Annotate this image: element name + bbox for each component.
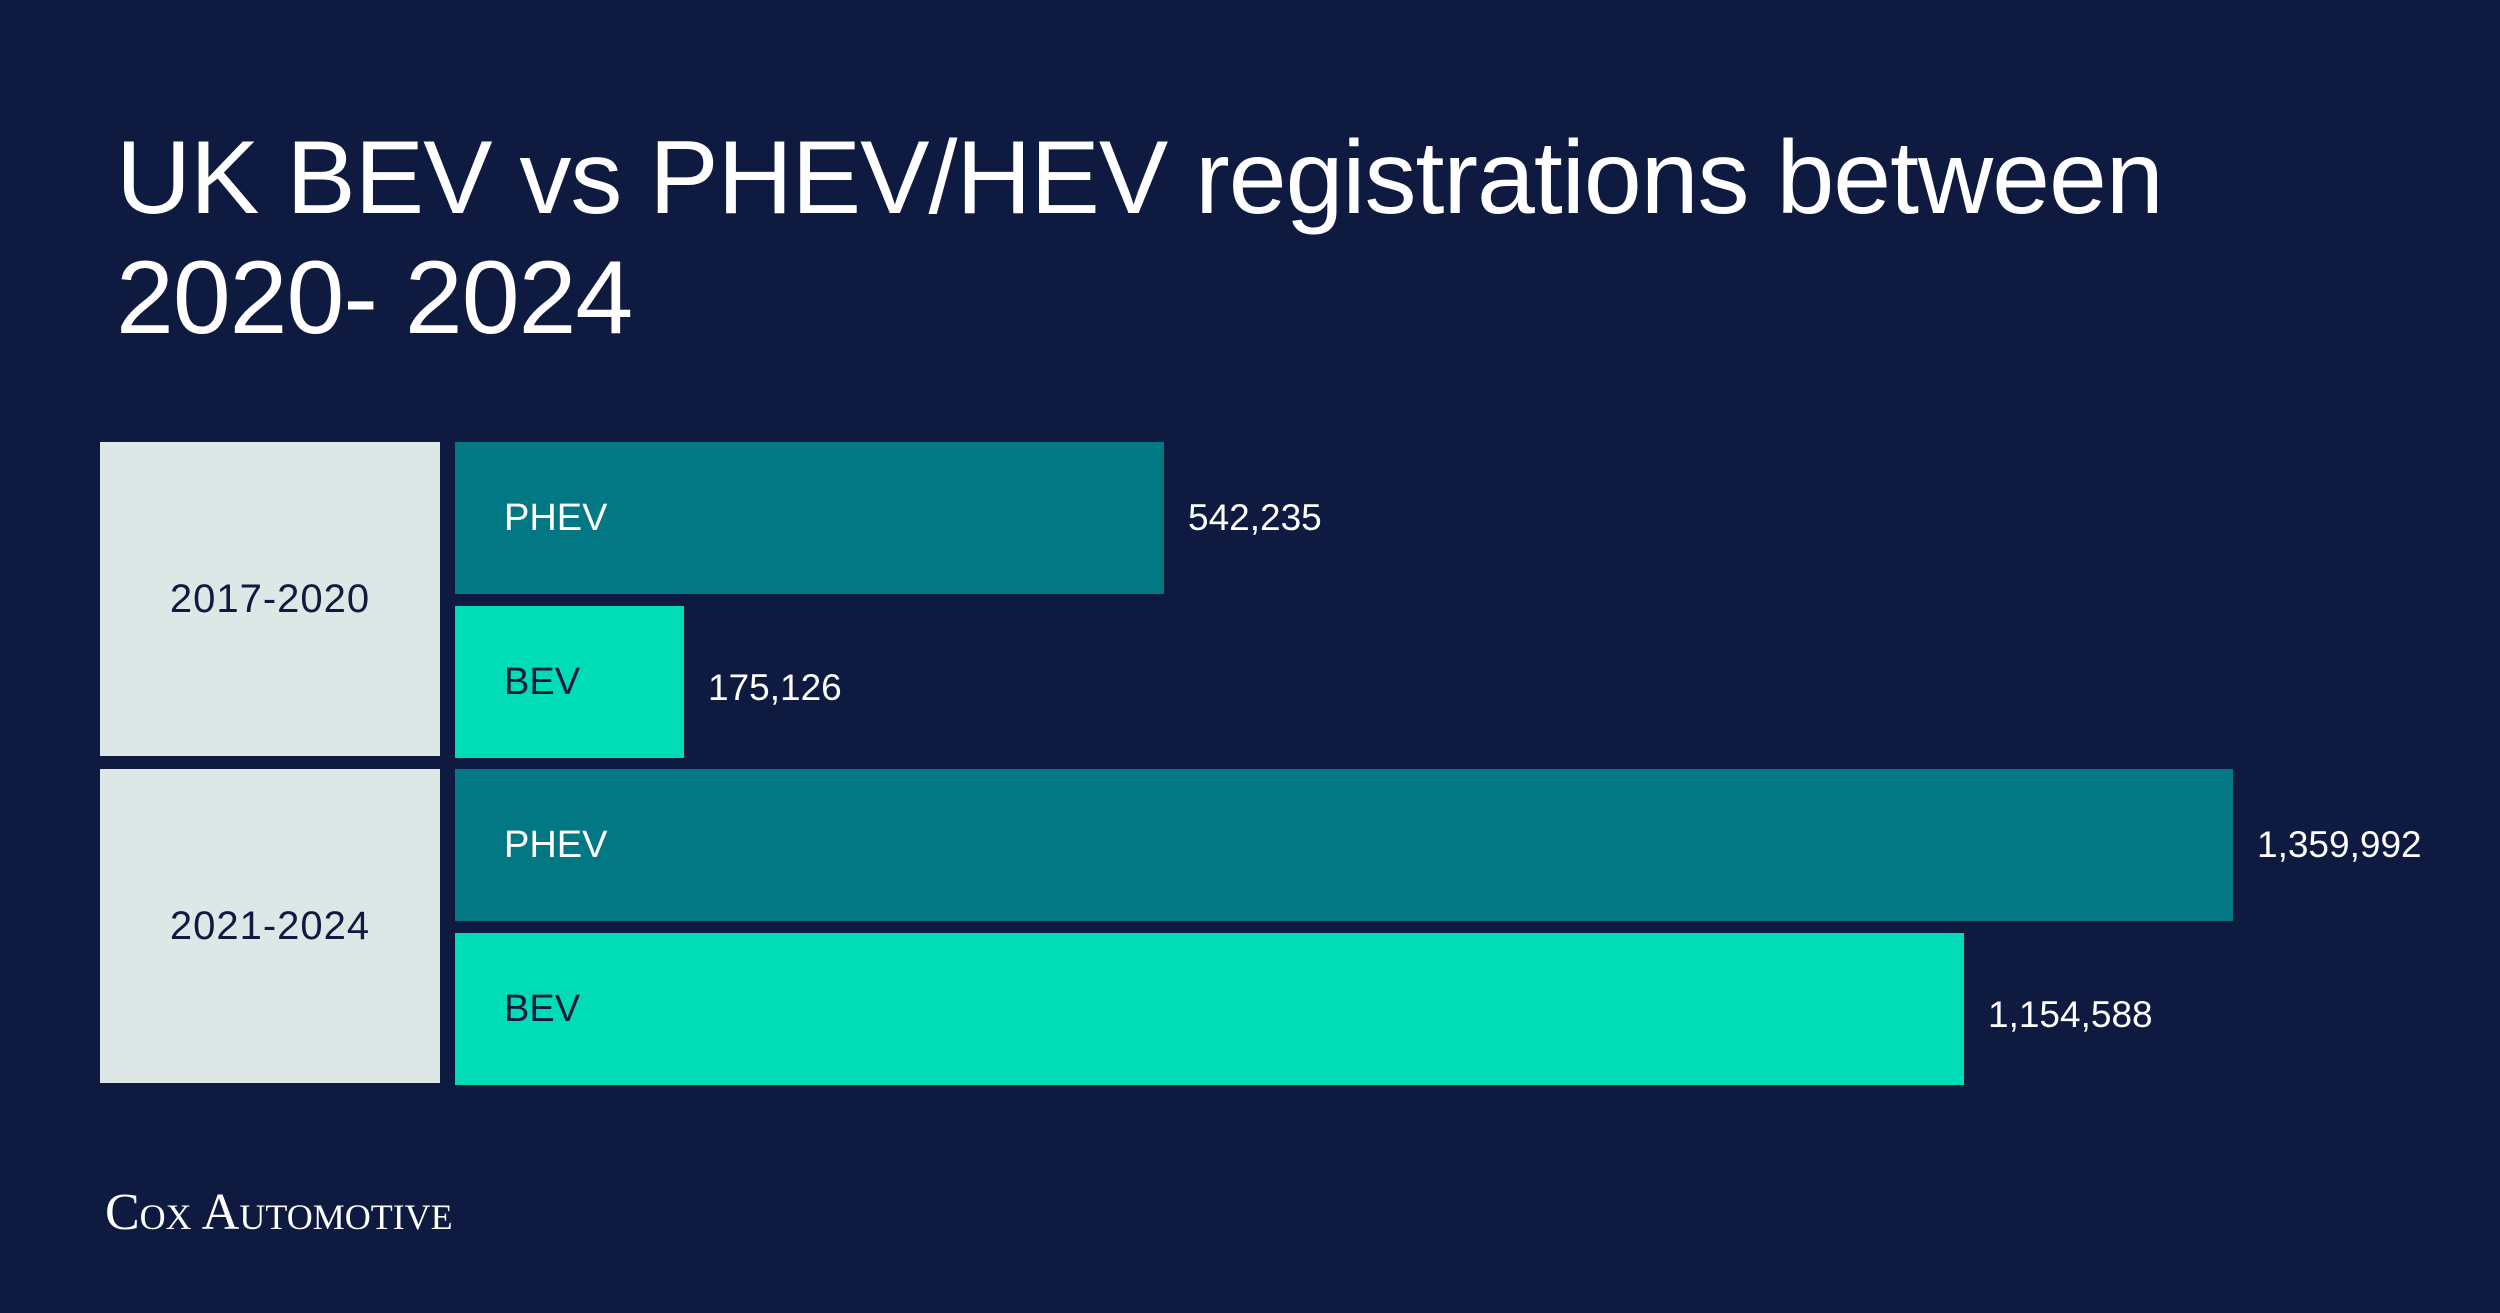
chart-title-line-1: UK BEV vs PHEV/HEV registrations between [116,120,2164,236]
category-label: 2021-2024 [169,903,371,948]
chart-title: UK BEV vs PHEV/HEV registrations between… [116,118,2416,358]
category-label-box: 2021-2024 [100,769,440,1083]
value-label: 542,235 [1188,497,1322,538]
series-label: PHEV [504,823,608,866]
series-label: PHEV [504,496,608,539]
bar-phev: PHEV [455,442,1164,594]
series-label: BEV [504,660,581,703]
series-label: BEV [504,987,581,1030]
bar-bev: BEV [455,606,684,758]
value-label: 1,359,992 [2257,824,2422,865]
bar-phev: PHEV [455,769,2233,921]
category-label: 2017-2020 [169,576,371,621]
value-label: 175,126 [708,667,842,708]
bar-bev: BEV [455,933,1964,1085]
value-label: 1,154,588 [1988,994,2153,1035]
chart-title-line-2: 2020- 2024 [116,240,633,356]
category-label-box: 2017-2020 [100,442,440,756]
cox-automotive-logo: Cox Automotive [105,1184,453,1241]
